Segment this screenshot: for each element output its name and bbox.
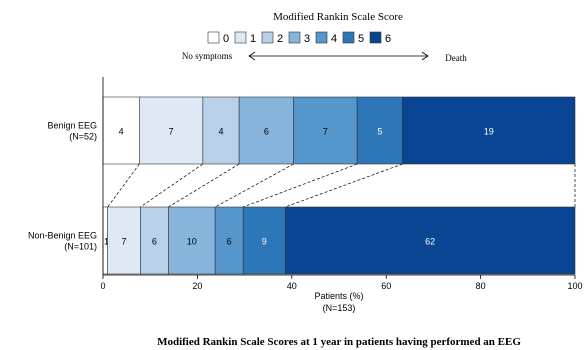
legend-label-6: 6: [385, 33, 391, 45]
category-label: Non-Benign EEG: [28, 231, 97, 241]
legend-label-5: 5: [358, 33, 364, 45]
bar-segment-nonbenign-mrs6: [284, 206, 576, 275]
bar-label-nonbenign-mrs3: 10: [187, 237, 197, 247]
x-tick-label: 40: [287, 281, 297, 291]
bar-segment-nonbenign-mrs3: [168, 206, 216, 275]
category-n-label: (N=52): [69, 132, 97, 142]
legend-swatch-6: [369, 31, 382, 44]
bar-segment-benign-mrs2: [202, 96, 240, 165]
legend-title: Modified Rankin Scale Score: [273, 11, 403, 23]
category-label: Benign EEG: [47, 121, 97, 131]
x-tick-label: 80: [476, 281, 486, 291]
connector-line: [214, 163, 294, 208]
bar-label-benign-mrs4: 7: [323, 127, 328, 137]
bar-segment-benign-mrs6: [402, 96, 576, 165]
bar-label-nonbenign-mrs2: 6: [152, 237, 157, 247]
x-tick-label: 0: [100, 281, 105, 291]
legend-scale-left: No symptoms: [182, 51, 233, 61]
connector-line: [285, 163, 403, 208]
bar-label-nonbenign-mrs0: 1: [104, 237, 109, 247]
bar-segment-nonbenign-mrs5: [242, 206, 286, 275]
legend-swatch-2: [261, 31, 274, 44]
legend-scale-arrow: [248, 51, 429, 61]
legend-label-0: 0: [223, 33, 229, 45]
x-tick-label: 20: [192, 281, 202, 291]
bar-segment-benign-mrs5: [356, 96, 403, 165]
bar-label-nonbenign-mrs6: 62: [425, 237, 435, 247]
bar-label-benign-mrs3: 6: [264, 127, 269, 137]
legend-swatch-5: [342, 31, 355, 44]
bar-label-nonbenign-mrs1: 7: [122, 237, 127, 247]
legend-scale-right: Death: [445, 53, 467, 63]
x-axis-label: Patients (%): [314, 291, 363, 301]
legend-swatch-3: [288, 31, 301, 44]
x-tick-label: 60: [381, 281, 391, 291]
connector-line: [243, 163, 358, 208]
chart-title: Modified Rankin Scale Scores at 1 year i…: [157, 336, 521, 348]
bar-label-benign-mrs1: 7: [169, 127, 174, 137]
legend-label-4: 4: [331, 33, 337, 45]
connector-line: [168, 163, 240, 208]
bar-segment-nonbenign-mrs4: [214, 206, 244, 275]
connector-line: [107, 163, 140, 208]
bar-label-benign-mrs0: 4: [119, 127, 124, 137]
connector-line: [140, 163, 204, 208]
x-axis-sublabel: (N=153): [323, 303, 356, 313]
category-n-label: (N=101): [64, 242, 97, 252]
x-tick-label: 100: [567, 281, 582, 291]
bar-segment-benign-mrs3: [238, 96, 294, 165]
bar-label-benign-mrs5: 5: [377, 127, 382, 137]
legend: Modified Rankin Scale Score 0 1 2 3 4 5 6 No s…: [182, 11, 467, 63]
legend-label-2: 2: [277, 33, 283, 45]
legend-swatch-4: [315, 31, 328, 44]
x-axis: 0 20 40 60 80 100 Patients (%) (N=153): [100, 77, 583, 313]
legend-label-1: 1: [250, 33, 256, 45]
bar-label-benign-mrs2: 4: [218, 127, 223, 137]
bar-segment-benign-mrs1: [139, 96, 204, 165]
bar-segment-nonbenign-mrs2: [140, 206, 169, 275]
legend-swatch-1: [234, 31, 247, 44]
bar-label-nonbenign-mrs5: 9: [262, 237, 267, 247]
bar-label-nonbenign-mrs4: 6: [227, 237, 232, 247]
legend-swatch-0: [207, 31, 220, 44]
bar-label-benign-mrs6: 19: [484, 127, 494, 137]
legend-label-3: 3: [304, 33, 310, 45]
